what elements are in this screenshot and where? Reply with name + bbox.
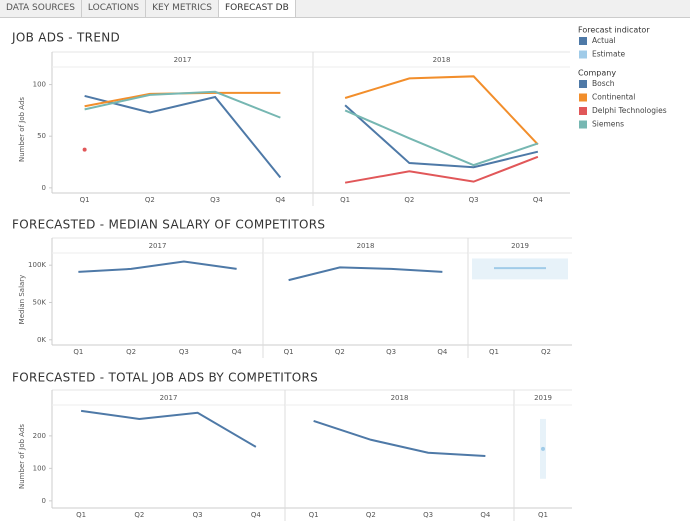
x-tick-label: Q1 (80, 196, 90, 204)
x-tick-label: Q2 (335, 348, 345, 356)
panel-label: 2017 (160, 394, 178, 402)
x-tick-label: Q3 (179, 348, 189, 356)
chart-title: FORECASTED - TOTAL JOB ADS BY COMPETITOR… (12, 371, 318, 385)
x-tick-label: Q3 (210, 196, 220, 204)
x-tick-label: Q3 (469, 196, 479, 204)
y-tick-label: 100 (33, 81, 46, 89)
tab[interactable]: KEY METRICS (146, 0, 219, 17)
chart-title: JOB ADS - TREND (11, 31, 120, 45)
x-tick-label: Q2 (126, 348, 136, 356)
x-tick-label: Q1 (309, 511, 319, 519)
line (80, 409, 257, 448)
line (313, 419, 486, 458)
x-tick-label: Q3 (423, 511, 433, 519)
x-tick-label: Q1 (340, 196, 350, 204)
line (344, 104, 539, 169)
line (84, 90, 281, 119)
x-tick-label: Q4 (437, 348, 448, 356)
panel-label: 2018 (433, 56, 451, 64)
x-tick-label: Q2 (366, 511, 376, 519)
x-tick-label: Q1 (76, 511, 86, 519)
legend-label: Siemens (592, 120, 624, 129)
tab-bar: DATA SOURCES LOCATIONS KEY METRICS FORECAST… (0, 0, 690, 18)
x-tick-label: Q4 (533, 196, 544, 204)
legend-title: Company (578, 69, 616, 78)
data-point (541, 446, 545, 451)
legend-swatch (579, 50, 587, 59)
panel-label: 2017 (174, 56, 192, 64)
line (344, 75, 539, 146)
y-tick-label: 100K (28, 261, 46, 269)
legend-swatch (579, 93, 587, 102)
y-axis-title: Median Salary (18, 275, 26, 325)
y-tick-label: 0 (42, 184, 46, 192)
panel-label: 2018 (391, 394, 409, 402)
line (344, 155, 539, 184)
panel-label: 2019 (534, 394, 552, 402)
panel-label: 2019 (511, 242, 529, 250)
x-tick-label: Q2 (134, 511, 144, 519)
line (84, 94, 282, 179)
y-tick-label: 0K (37, 336, 46, 344)
x-tick-label: Q3 (193, 511, 203, 519)
x-tick-label: Q4 (275, 196, 286, 204)
x-tick-label: Q1 (284, 348, 294, 356)
x-tick-label: Q2 (145, 196, 155, 204)
legend-title: Forecast indicator (578, 26, 650, 35)
panel-label: 2018 (357, 242, 375, 250)
x-tick-label: Q4 (480, 511, 491, 519)
x-tick-label: Q1 (489, 348, 499, 356)
legend-label: Estimate (592, 50, 626, 59)
tab[interactable]: DATA SOURCES (0, 0, 82, 17)
tab[interactable]: LOCATIONS (82, 0, 147, 17)
panel-label: 2017 (149, 242, 167, 250)
x-tick-label: Q1 (538, 511, 548, 519)
data-point (82, 147, 87, 152)
legend-label: Bosch (592, 79, 615, 88)
legend-label: Delphi Technologies (592, 106, 667, 115)
y-tick-label: 0 (42, 497, 46, 505)
y-axis-title: Number of Job Ads (18, 97, 26, 162)
line (344, 109, 539, 167)
legend-label: Actual (592, 36, 616, 45)
x-tick-label: Q4 (232, 348, 243, 356)
x-tick-label: Q3 (386, 348, 396, 356)
chart-title: FORECASTED - MEDIAN SALARY OF COMPETITOR… (12, 218, 325, 232)
x-tick-label: Q2 (404, 196, 414, 204)
y-tick-label: 50K (33, 298, 47, 306)
y-tick-label: 100 (33, 464, 46, 472)
legend-swatch (579, 120, 587, 129)
legend-swatch (579, 37, 587, 45)
legend-swatch (579, 107, 587, 115)
legend-swatch (579, 80, 587, 88)
y-tick-label: 50 (37, 132, 46, 140)
line (288, 266, 443, 282)
y-tick-label: 200 (33, 432, 46, 440)
x-tick-label: Q4 (251, 511, 262, 519)
x-tick-label: Q2 (541, 348, 551, 356)
legend-label: Continental (592, 93, 635, 102)
y-axis-title: Number of Job Ads (18, 424, 26, 489)
line (78, 260, 237, 273)
tab[interactable]: FORECAST DB (218, 0, 296, 17)
x-tick-label: Q1 (73, 348, 83, 356)
